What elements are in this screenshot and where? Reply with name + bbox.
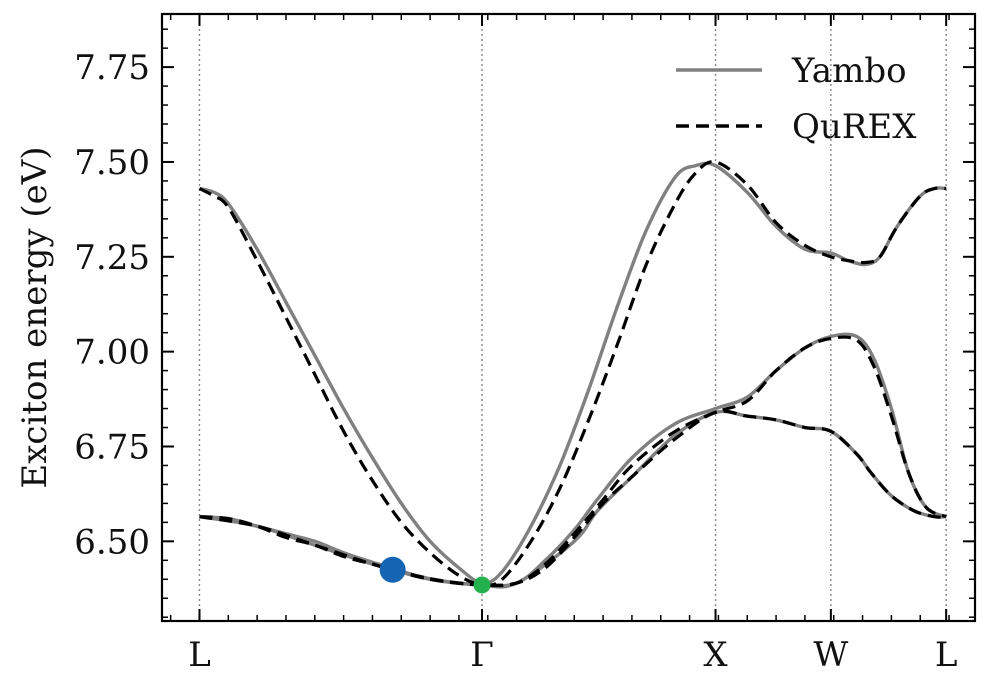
x-tick-label: W xyxy=(813,635,848,675)
y-tick-label: 6.75 xyxy=(74,427,150,467)
qurex-band-1 xyxy=(198,160,947,587)
y-axis-title: Exciton energy (eV) xyxy=(15,146,55,488)
legend: Yambo QuREX xyxy=(676,51,917,147)
y-tick-labels: 6.50 6.75 7.00 7.25 7.50 7.75 xyxy=(74,48,150,562)
y-tick-label: 7.25 xyxy=(74,238,150,278)
legend-label-yambo: Yambo xyxy=(791,51,907,91)
yambo-band-2 xyxy=(199,409,947,589)
x-tick-label: Γ xyxy=(470,635,494,675)
y-tick-label: 7.50 xyxy=(74,143,150,183)
series-lines xyxy=(198,160,947,589)
high-symmetry-gridlines xyxy=(198,14,947,621)
yambo-band-3 xyxy=(199,332,947,588)
x-tick-label: L xyxy=(188,635,211,675)
y-tick-label: 7.00 xyxy=(74,333,150,373)
x-tick-label: L xyxy=(935,635,958,675)
qurex-band-3 xyxy=(199,335,947,588)
marker-1 xyxy=(379,556,406,583)
legend-label-qurex: QuREX xyxy=(792,107,917,147)
point-markers xyxy=(379,556,491,594)
marker-2 xyxy=(473,576,491,594)
y-tick-label: 7.75 xyxy=(74,48,150,88)
x-tick-label: X xyxy=(703,635,728,675)
axis-ticks xyxy=(162,14,975,621)
yambo-band-1 xyxy=(199,161,947,585)
qurex-band-2 xyxy=(199,409,947,587)
plot-frame xyxy=(160,12,977,623)
y-tick-label: 6.50 xyxy=(74,522,150,562)
